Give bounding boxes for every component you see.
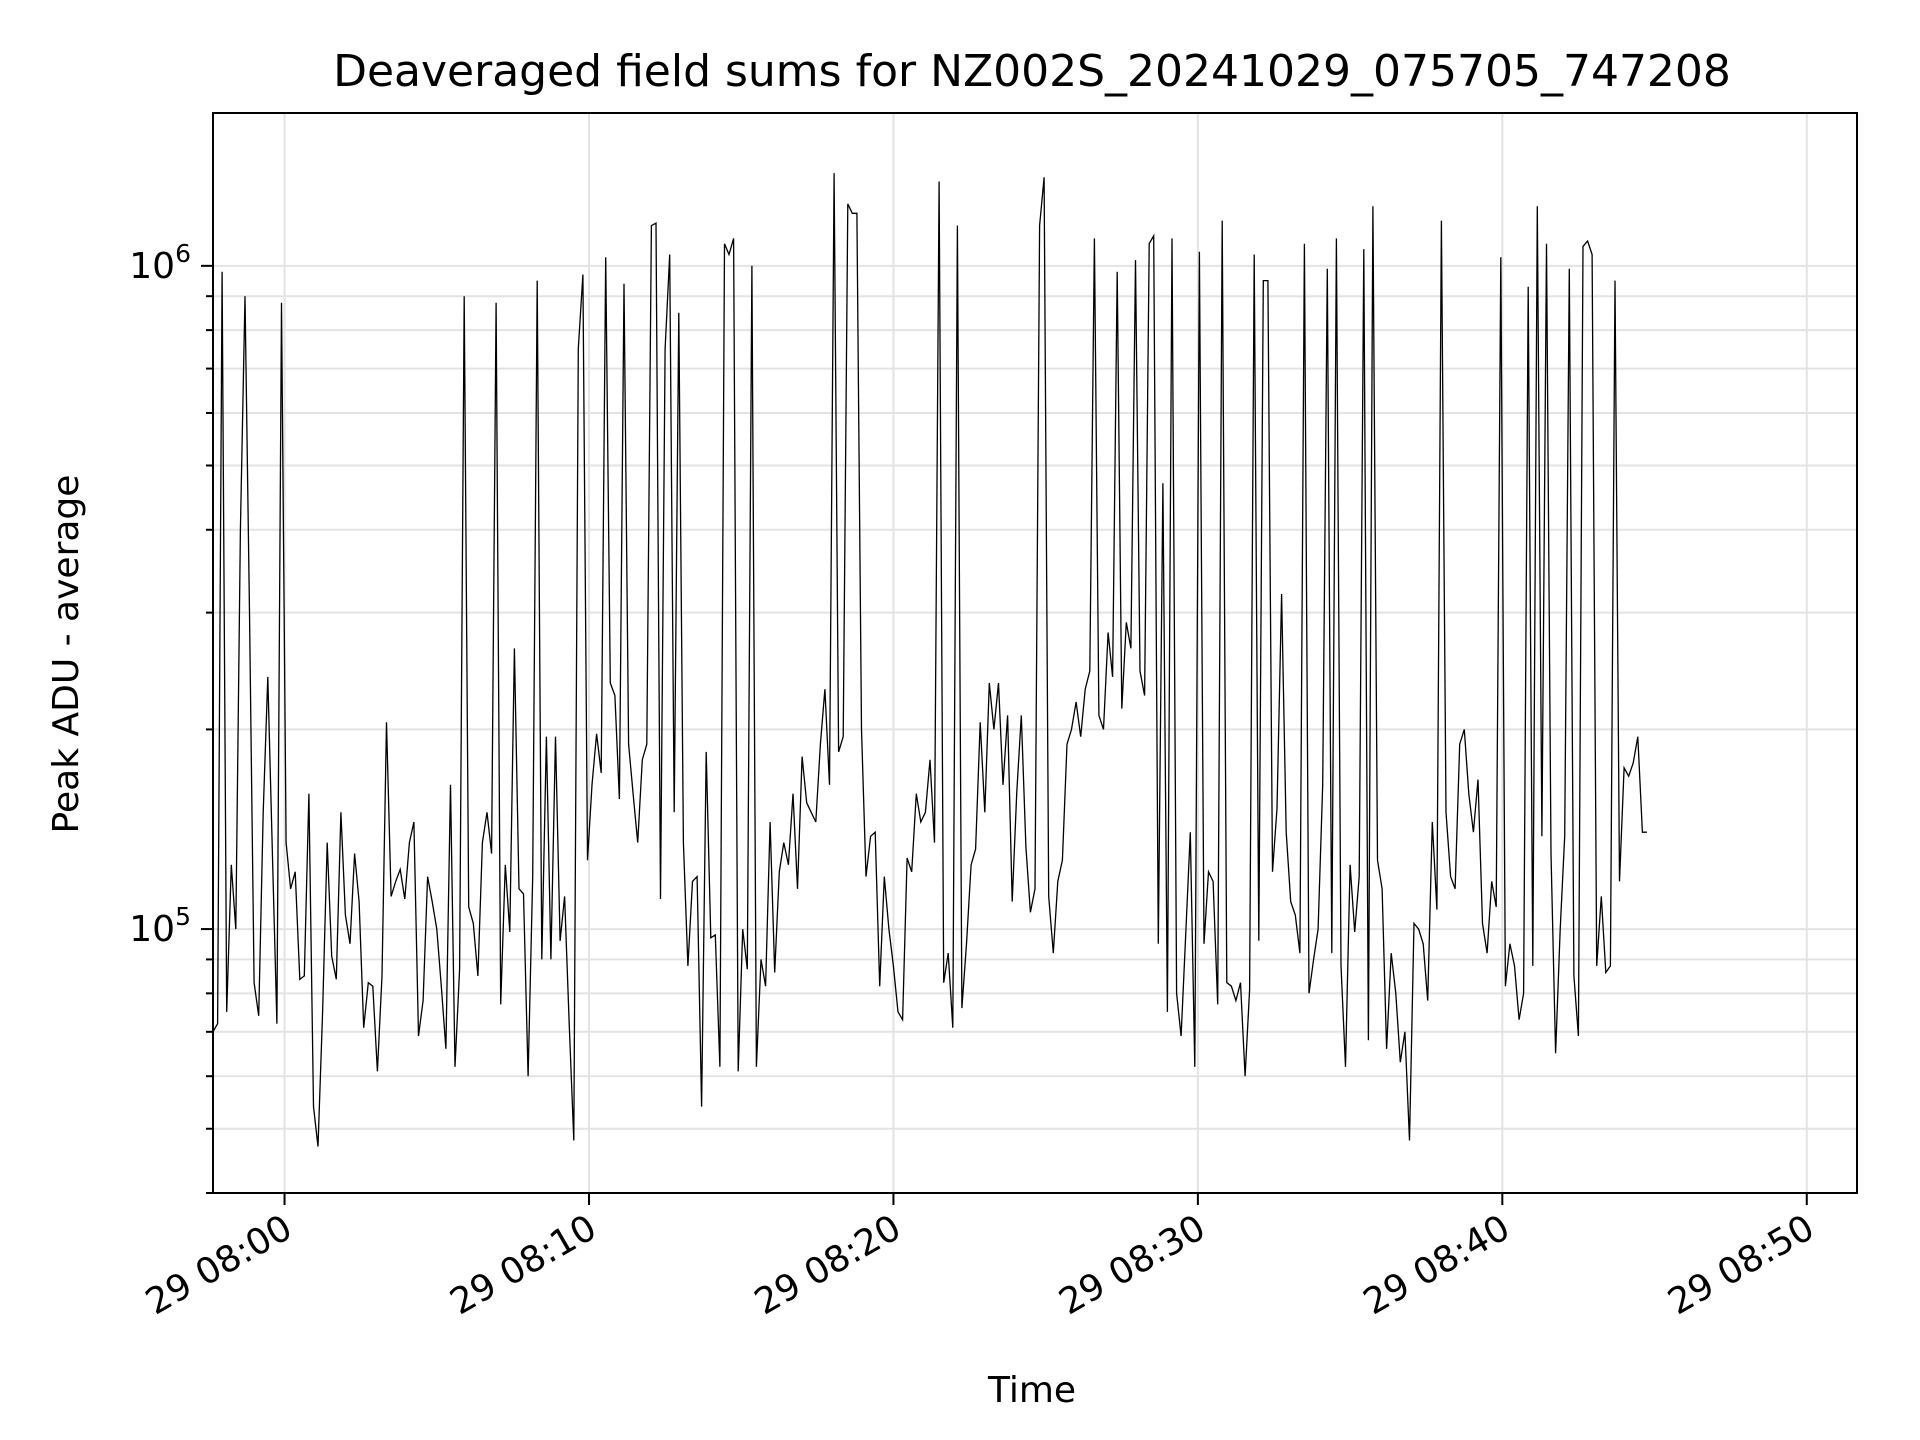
y-axis: 105 106: [129, 239, 213, 1194]
y-tick-label: 105: [129, 902, 191, 950]
x-tick-label: 29 08:00: [139, 1207, 299, 1323]
x-axis: 29 08:00 29 08:10 29 08:20 29 08:30 29 08:40…: [139, 1193, 1821, 1323]
x-tick-label: 29 08:10: [444, 1207, 604, 1323]
y-tick-label: 106: [129, 239, 191, 287]
series-line: [212, 173, 1647, 1147]
plot-frame: [212, 112, 1858, 1194]
x-tick-label: 29 08:50: [1661, 1207, 1821, 1323]
chart-title: Deaveraged field sums for NZ002S_2024102…: [333, 46, 1731, 97]
x-axis-label: Time: [987, 1370, 1076, 1411]
y-axis-label: Peak ADU - average: [46, 475, 87, 834]
x-tick-label: 29 08:40: [1357, 1207, 1517, 1323]
data-series-layer: [212, 173, 1647, 1147]
x-tick-label: 29 08:20: [748, 1207, 908, 1323]
grid-lines: [213, 113, 1857, 1194]
x-tick-label: 29 08:30: [1052, 1207, 1212, 1323]
